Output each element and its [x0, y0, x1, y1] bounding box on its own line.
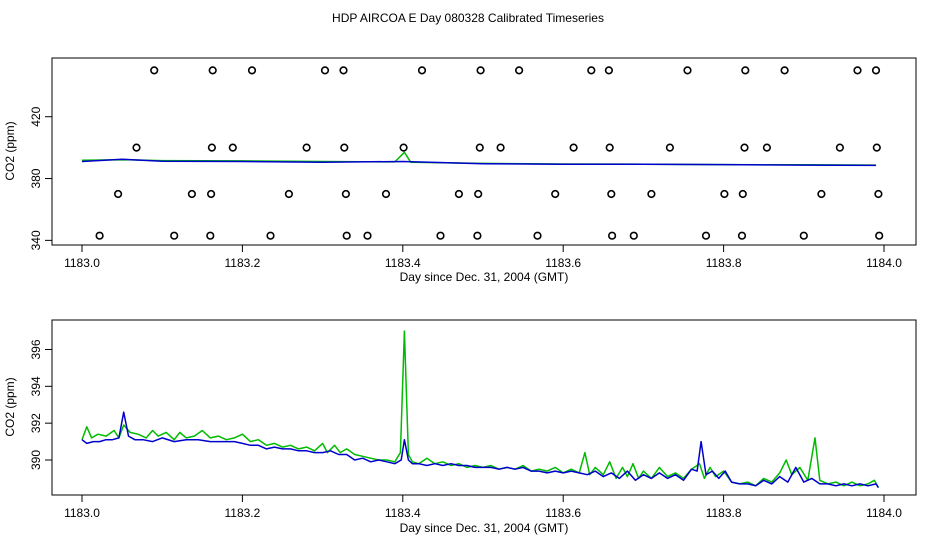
calibration-point	[436, 231, 445, 240]
calibration-point	[607, 189, 616, 199]
x-tick-label: 1184.0	[866, 506, 902, 520]
calibration-point	[363, 231, 372, 240]
bottom-plot-frame	[51, 319, 917, 496]
calibration-point	[266, 231, 275, 240]
series-line-1	[81, 158, 877, 167]
y-tick-label: 394	[29, 376, 43, 396]
calibration-point	[496, 143, 505, 152]
calibration-point	[741, 66, 750, 75]
calibration-point	[817, 189, 826, 199]
calibration-point	[95, 231, 104, 240]
calibration-point	[780, 66, 789, 75]
calibration-point	[871, 66, 881, 75]
calibration-point	[853, 66, 862, 75]
calibration-point	[284, 189, 294, 199]
top-y-axis: 340 380 420	[29, 106, 52, 250]
calibration-point	[150, 66, 159, 75]
calibration-point	[875, 231, 884, 240]
calibration-point	[339, 66, 348, 75]
x-tick-label: 1183.6	[545, 256, 581, 270]
calibration-point	[874, 189, 883, 199]
top-y-axis-label: CO2 (ppm)	[3, 121, 17, 180]
y-tick-label: 380	[29, 168, 43, 188]
calibration-point	[683, 66, 692, 75]
top-plot-frame	[51, 57, 917, 246]
calibration-point	[208, 66, 217, 75]
calibration-point	[701, 231, 711, 240]
y-tick-label: 340	[29, 230, 43, 250]
calibration-point	[247, 66, 257, 75]
calibration-point	[132, 143, 141, 152]
calibration-point	[665, 143, 675, 152]
y-tick-label: 392	[29, 413, 43, 433]
calibration-point	[113, 189, 123, 199]
calibration-point	[475, 143, 484, 152]
calibration-point	[417, 66, 427, 75]
bottom-x-axis: 1183.0 1183.2 1183.4 1183.6 1183.8 1184.0	[64, 495, 902, 520]
x-tick-label: 1183.2	[224, 256, 260, 270]
calibration-point	[207, 189, 216, 199]
calibration-point	[533, 231, 542, 240]
top-x-axis: 1183.0 1183.2 1183.4 1183.6 1183.8 1184.0	[64, 245, 902, 270]
series-line-1	[81, 411, 880, 489]
calibration-point	[228, 143, 237, 152]
calibration-point	[629, 231, 638, 240]
calibration-point	[720, 189, 729, 199]
calibration-point	[569, 143, 578, 152]
calibration-point	[551, 189, 560, 199]
calibration-point	[607, 231, 617, 240]
calibration-point	[647, 189, 656, 199]
calibration-point	[302, 143, 311, 152]
x-tick-label: 1183.4	[385, 506, 421, 520]
bottom-panel: 1183.0 1183.2 1183.4 1183.6 1183.8 1184.0 390…	[3, 319, 917, 535]
bottom-y-axis-label: CO2 (ppm)	[3, 377, 17, 436]
calibration-point	[799, 231, 808, 240]
x-tick-label: 1183.8	[706, 256, 742, 270]
calibration-point	[473, 231, 482, 240]
bottom-series-lines	[81, 330, 880, 489]
calibration-point	[206, 231, 215, 240]
y-tick-label: 396	[29, 339, 43, 359]
top-series-lines	[81, 151, 877, 167]
calibration-point	[476, 66, 485, 75]
calibration-point	[454, 189, 464, 199]
calibration-point	[342, 231, 351, 240]
series-line-0	[81, 330, 880, 488]
x-tick-label: 1183.2	[224, 506, 260, 520]
calibration-point	[170, 231, 179, 240]
calibration-point	[604, 66, 614, 75]
calibration-point	[320, 66, 330, 75]
x-tick-label: 1183.0	[64, 256, 100, 270]
x-tick-label: 1183.8	[706, 506, 742, 520]
bottom-x-axis-label: Day since Dec. 31, 2004 (GMT)	[400, 521, 569, 535]
x-tick-label: 1183.6	[545, 506, 581, 520]
calibration-point	[738, 189, 747, 199]
chart-title: HDP AIRCOA E Day 080328 Calibrated Times…	[332, 11, 604, 25]
calibration-point	[207, 143, 216, 152]
x-tick-label: 1183.4	[385, 256, 421, 270]
top-panel: 1183.0 1183.2 1183.4 1183.6 1183.8 1184.0 340…	[3, 57, 917, 284]
calibration-point	[740, 143, 749, 152]
calibration-point	[474, 189, 483, 199]
calibration-point	[340, 143, 349, 152]
calibration-point	[341, 189, 351, 199]
calibration-point	[187, 189, 196, 199]
y-tick-label: 390	[29, 450, 43, 470]
calibration-point	[605, 143, 614, 152]
bottom-y-axis: 390 392 394 396	[29, 339, 52, 470]
calibration-point	[872, 143, 881, 152]
calibration-point	[835, 143, 845, 152]
calibration-point	[737, 231, 747, 240]
calibration-point	[399, 143, 408, 152]
top-calibration-points	[95, 66, 884, 240]
x-tick-label: 1184.0	[866, 256, 902, 270]
top-x-axis-label: Day since Dec. 31, 2004 (GMT)	[400, 270, 569, 284]
calibration-point	[381, 189, 391, 199]
calibration-point	[762, 143, 772, 152]
calibration-point	[514, 66, 524, 75]
x-tick-label: 1183.0	[64, 506, 100, 520]
calibration-point	[587, 66, 596, 75]
y-tick-label: 420	[29, 106, 43, 126]
